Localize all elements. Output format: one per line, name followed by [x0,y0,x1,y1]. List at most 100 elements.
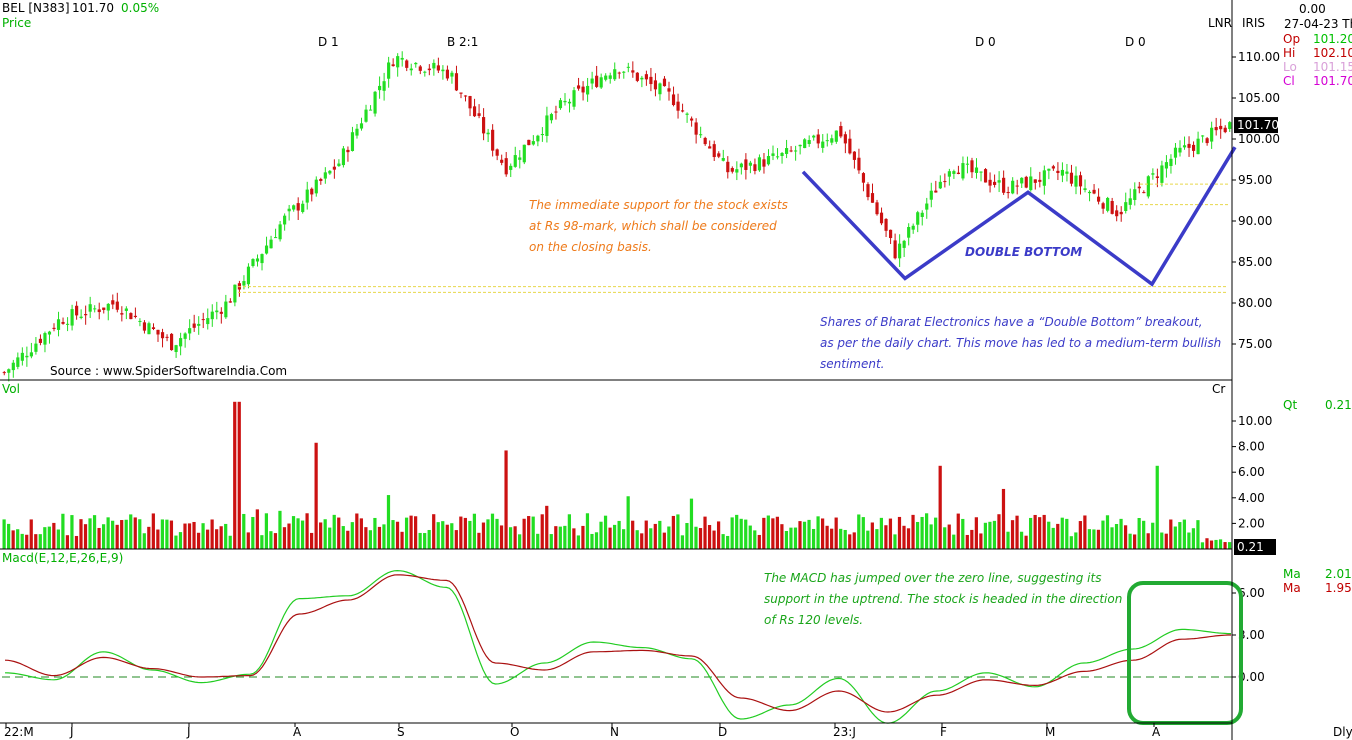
candle-body [43,333,47,345]
volume-bar [79,519,83,549]
volume-bar [789,527,793,549]
volume-bar [70,515,74,549]
candle-body [717,153,721,157]
volume-panel: 2.00 4.00 6.00 8.00 10.00 0.21 [2,401,1276,555]
candle-body [378,85,382,91]
candle-body [346,149,350,153]
candle-body [88,304,92,312]
candle-body [1011,180,1015,194]
volume-bar [703,516,707,549]
volume-bar [594,532,599,549]
volume-bar [640,533,644,549]
volume-bar [296,518,300,549]
volume-bar [1019,531,1024,549]
candle-body [16,357,20,367]
candle-body [1002,177,1006,193]
candle-body [757,157,762,171]
volume-bar [201,523,205,549]
candle-body [685,113,689,115]
candle-body [626,66,630,68]
volume-bar [228,535,232,549]
volume-bar [16,529,20,549]
candle-body [902,240,906,248]
candle-body [120,313,124,315]
volume-bar [626,496,630,549]
volume-bar [513,526,517,549]
candle-body [554,111,558,113]
candle-body [400,57,404,60]
candle-body [635,72,639,81]
volume-bar [1223,542,1227,549]
candle-body [197,323,201,326]
volume-bar [29,519,33,549]
price-tick-label: 90.00 [1238,214,1272,228]
price-tick-label: 105.00 [1238,91,1280,105]
candle-body [228,301,232,303]
volume-bar [423,533,427,549]
candle-body [680,110,685,112]
macd-ma1-value: 2.01 [1325,567,1352,581]
volume-bar [798,521,802,549]
volume-bar [716,521,721,549]
candle-body [852,151,856,160]
volume-bar [332,514,336,549]
candle-body [79,316,83,318]
volume-bar [174,535,178,549]
volume-bar [246,532,250,549]
volume-bar [1173,526,1177,549]
volume-tick-label: 6.00 [1238,465,1265,479]
candle-body [812,135,816,138]
candle-body [586,85,590,95]
volume-bar [133,517,137,549]
ohlc-close-value: 101.70 [1313,74,1352,88]
volume-bar [689,498,694,549]
candle-body [658,83,662,95]
volume-bar [1087,529,1092,549]
candle-body [495,149,499,156]
volume-bar [273,533,278,549]
volume-bar [852,532,856,549]
candle-body [1074,175,1078,187]
volume-bar [920,516,924,549]
candle-body [332,166,336,170]
volume-bar [377,526,382,549]
candle-body [920,212,924,217]
volume-bar [915,521,920,549]
volume-bar [780,524,784,549]
candle-body [423,71,427,73]
volume-bar [992,520,997,549]
candle-body [1210,127,1214,142]
candle-body [11,362,15,371]
volume-bar [34,534,38,549]
candle-body [97,309,101,313]
candle-body [676,101,680,111]
volume-bar [1078,521,1082,549]
volume-bar [341,526,345,549]
candle-body [1146,176,1150,197]
volume-bar [124,519,128,549]
price-tick-label: 85.00 [1238,255,1272,269]
candle-body [233,284,237,303]
candle-body [563,100,567,103]
volume-bar [386,495,391,549]
candle-body [907,227,911,238]
volume-bar [255,509,259,549]
volume-bar [1178,522,1182,549]
candle-body [916,212,920,225]
volume-bar [169,520,174,549]
candle-body [269,239,273,249]
volume-bar [934,517,938,549]
volume-bar [608,527,612,549]
candle-body [319,179,323,181]
volume-bar [712,530,716,549]
volume-bar [1038,517,1042,549]
volume-bar [178,532,183,549]
volume-bar [1214,539,1218,549]
volume-bar [215,529,219,549]
volume-bar [943,527,947,549]
candle-body [151,327,156,330]
candle-body [803,139,807,149]
volume-bar [468,520,472,549]
volume-bar [558,526,562,549]
candle-body [875,202,879,215]
